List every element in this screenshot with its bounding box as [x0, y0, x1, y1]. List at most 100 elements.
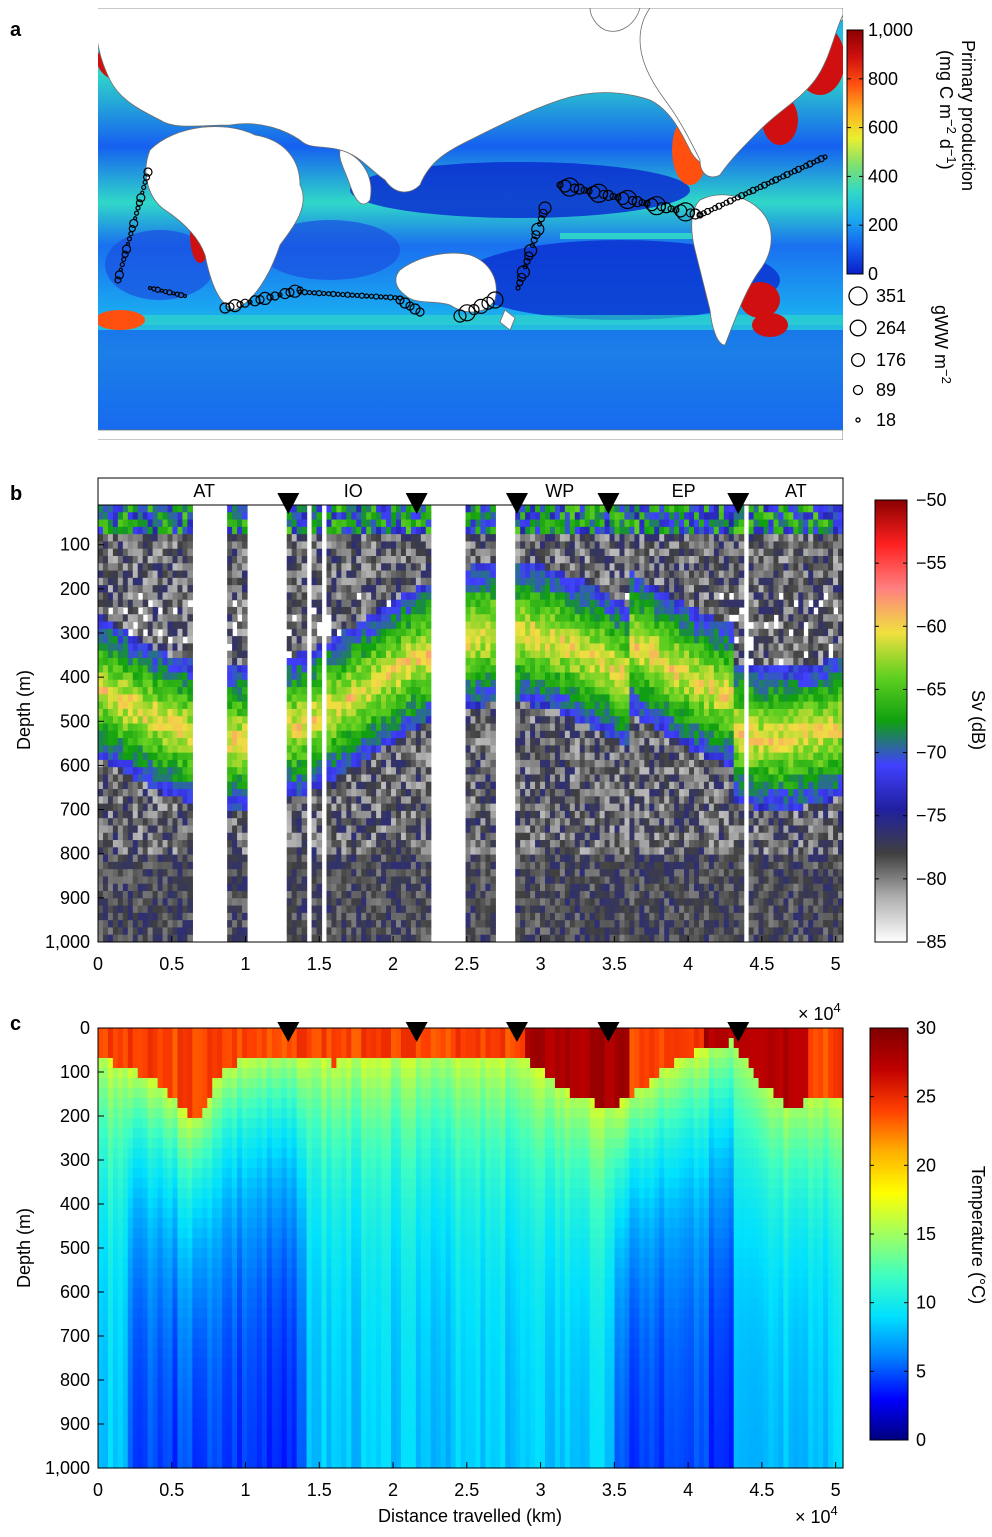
colorbar-tick-label: 30 [916, 1018, 936, 1038]
x-tick-label: 4 [683, 1480, 693, 1500]
size-legend-value: 176 [876, 350, 906, 370]
colorbar-tick-label: −80 [916, 869, 947, 889]
y-tick-label: 700 [60, 1326, 90, 1346]
y-tick-label: 300 [60, 623, 90, 643]
y-tick-label: 400 [60, 1194, 90, 1214]
colorbar-tick-label: 5 [916, 1361, 926, 1381]
colorbar-tick-label: 0 [916, 1430, 926, 1450]
colorbar-primary-production: 1,000 800 600 400 200 0 Primary production (m… [847, 20, 978, 284]
size-legend-value: 264 [876, 318, 906, 338]
colorbar-tick-label: −55 [916, 553, 947, 573]
panel-letter-a: a [10, 19, 22, 41]
x-multiplier-bottom: × 104 [795, 1503, 838, 1527]
x-axis-c-title: Distance travelled (km) [378, 1506, 562, 1526]
colorbar-tick-label: −65 [916, 679, 947, 699]
y-tick-label: 800 [60, 1370, 90, 1390]
x-tick-label: 0 [93, 1480, 103, 1500]
x-tick-label: 1.5 [307, 1480, 332, 1500]
y-tick-label: 300 [60, 1150, 90, 1170]
size-legend-circle [852, 354, 865, 367]
y-tick-label: 700 [60, 800, 90, 820]
y-tick-label: 600 [60, 755, 90, 775]
x-tick-label: 1 [241, 954, 251, 974]
x-tick-label: 3.5 [602, 1480, 627, 1500]
panel-letter-c: c [10, 1013, 21, 1035]
colorbar-b-title: Sv (dB) [968, 690, 988, 750]
colorbar-tick-label: −50 [916, 490, 947, 510]
x-tick-label: 4 [683, 954, 693, 974]
y-tick-label: 800 [60, 844, 90, 864]
x-tick-label: 3.5 [602, 954, 627, 974]
y-tick-label: 600 [60, 1282, 90, 1302]
southern-ocean-band [98, 330, 843, 440]
panel-letter-b: b [10, 483, 22, 505]
colorbar-tick-label: −70 [916, 743, 947, 763]
x-tick-label: 4.5 [749, 954, 774, 974]
region-label: AT [785, 481, 807, 501]
size-legend-value: 18 [876, 410, 896, 430]
x-tick-label: 1 [241, 1480, 251, 1500]
y-axis-c-title: Depth (m) [14, 1208, 34, 1288]
x-tick-label: 2 [388, 1480, 398, 1500]
colorbar-tick-label: 400 [868, 166, 898, 186]
size-legend-label: gWW m−2 [931, 305, 954, 384]
antarctica [95, 430, 843, 440]
y-tick-label: 500 [60, 1238, 90, 1258]
x-multiplier-top: × 104 [798, 1000, 841, 1024]
biomass-size-legend: 351 264 176 89 18 [849, 286, 906, 430]
colorbar-tick-label: 800 [868, 69, 898, 89]
y-tick-label: 1,000 [45, 1458, 90, 1478]
colorbar-temperature: 30 25 20 15 10 5 0 Temperature (°C) [870, 1018, 988, 1450]
y-tick-label: 100 [60, 535, 90, 555]
world-map [95, 8, 845, 440]
size-legend-value: 351 [876, 286, 906, 306]
x-tick-label: 2 [388, 954, 398, 974]
x-tick-label: 3 [536, 954, 546, 974]
y-tick-label: 200 [60, 1106, 90, 1126]
size-legend-circle [856, 418, 860, 422]
x-tick-label: 0.5 [159, 954, 184, 974]
region-label: IO [344, 481, 363, 501]
x-tick-label: 0 [93, 954, 103, 974]
colorbar-tick-label: −85 [916, 932, 947, 952]
size-legend-value: 89 [876, 380, 896, 400]
region-label: AT [193, 481, 215, 501]
colorbar-tick-label: 0 [868, 264, 878, 284]
x-tick-label: 4.5 [749, 1480, 774, 1500]
colorbar-sv: −50 −55 −60 −65 −70 −75 −80 −85 Sv (dB) [875, 490, 988, 952]
x-tick-label: 5 [831, 1480, 841, 1500]
sv-section [98, 505, 844, 943]
x-tick-label: 1.5 [307, 954, 332, 974]
y-tick-label: 400 [60, 667, 90, 687]
colorbar-tick-label: 1,000 [868, 20, 913, 40]
y-tick-label: 900 [60, 888, 90, 908]
colorbar-tick-label: −75 [916, 806, 947, 826]
y-axis-b-title: Depth (m) [14, 670, 34, 750]
colorbar-tick-label: 10 [916, 1293, 936, 1313]
colorbar-tick-label: 25 [916, 1087, 936, 1107]
x-tick-label: 0.5 [159, 1480, 184, 1500]
x-tick-label: 2.5 [454, 954, 479, 974]
colorbar-tick-label: 200 [868, 215, 898, 235]
x-tick-label: 3 [536, 1480, 546, 1500]
colorbar-c-title: Temperature (°C) [968, 1166, 988, 1304]
region-label: WP [545, 481, 574, 501]
y-tick-label: 900 [60, 1414, 90, 1434]
size-legend-circle [853, 385, 862, 394]
y-tick-label: 200 [60, 579, 90, 599]
colorbar-tick-label: −60 [916, 616, 947, 636]
x-tick-label: 2.5 [454, 1480, 479, 1500]
colorbar-a-title: Primary production [958, 40, 978, 191]
x-tick-label: 5 [831, 954, 841, 974]
colorbar-tick-label: 20 [916, 1155, 936, 1175]
colorbar-tick-label: 600 [868, 118, 898, 138]
size-legend-circle [850, 320, 866, 336]
y-tick-label: 0 [80, 1018, 90, 1038]
colorbar-tick-label: 15 [916, 1224, 936, 1244]
colorbar-a-units: (mg C m−2 d−1) [936, 50, 959, 170]
region-label: EP [672, 481, 696, 501]
temperature-section [98, 1028, 844, 1469]
